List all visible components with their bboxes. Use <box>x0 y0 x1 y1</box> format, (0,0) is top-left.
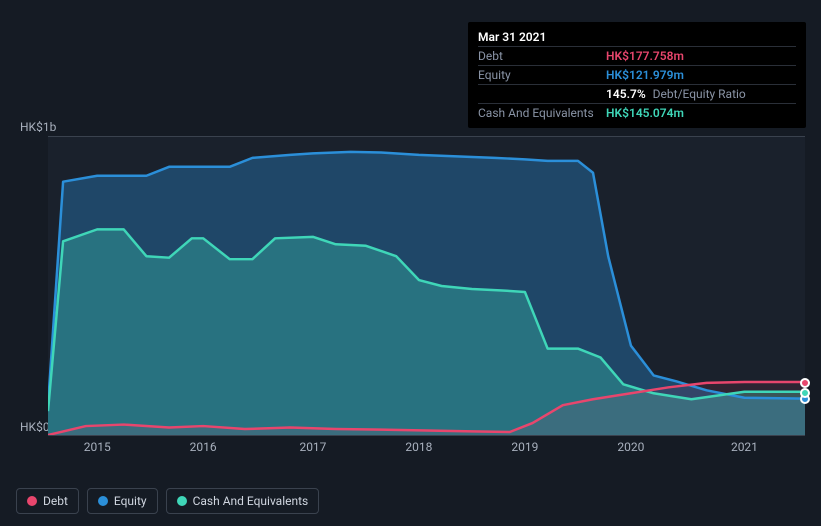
tooltip-row: EquityHK$121.979m <box>478 66 796 85</box>
x-axis-label: 2019 <box>511 440 538 454</box>
tooltip-row-value: HK$121.979m <box>606 68 684 82</box>
x-axis-labels: 2015 2016 2017 2018 2019 2020 2021 <box>48 440 805 460</box>
tooltip-row-label <box>478 87 606 101</box>
chart-container: HK$1b HK$0 2015 2016 2017 2018 2019 2020 2021 <box>16 120 805 475</box>
legend-item-equity[interactable]: Equity <box>87 488 158 514</box>
x-axis-label: 2015 <box>84 440 111 454</box>
chart-legend: Debt Equity Cash And Equivalents <box>16 488 319 514</box>
legend-label: Cash And Equivalents <box>193 494 309 508</box>
legend-item-cash-and-equivalents[interactable]: Cash And Equivalents <box>166 488 320 514</box>
cash-end-marker <box>800 388 810 398</box>
tooltip-row: 145.7% Debt/Equity Ratio <box>478 85 796 104</box>
legend-swatch <box>177 496 187 506</box>
x-axis-label: 2018 <box>405 440 432 454</box>
tooltip-date: Mar 31 2021 <box>478 30 546 44</box>
chart-plot-area[interactable] <box>48 136 805 436</box>
x-axis-label: 2021 <box>731 440 758 454</box>
tooltip-row-label: Equity <box>478 68 606 82</box>
tooltip-row-label: Cash And Equivalents <box>478 106 606 120</box>
debt-end-marker <box>800 378 810 388</box>
x-axis-label: 2020 <box>617 440 644 454</box>
legend-label: Debt <box>43 494 68 508</box>
tooltip-row: DebtHK$177.758m <box>478 47 796 66</box>
y-axis-label-max: HK$1b <box>20 120 56 134</box>
legend-swatch <box>27 496 37 506</box>
x-axis-label: 2016 <box>190 440 217 454</box>
tooltip-ratio: 145.7% Debt/Equity Ratio <box>606 87 746 101</box>
legend-item-debt[interactable]: Debt <box>16 488 79 514</box>
tooltip-row-value: HK$145.074m <box>606 106 684 120</box>
x-axis-label: 2017 <box>299 440 326 454</box>
legend-swatch <box>98 496 108 506</box>
tooltip-row-label: Debt <box>478 49 606 63</box>
chart-tooltip: Mar 31 2021 DebtHK$177.758mEquityHK$121.… <box>468 22 806 128</box>
tooltip-row-value: HK$177.758m <box>606 49 684 63</box>
legend-label: Equity <box>114 494 147 508</box>
tooltip-date-row: Mar 31 2021 <box>478 28 796 47</box>
y-axis-label-min: HK$0 <box>20 420 50 434</box>
